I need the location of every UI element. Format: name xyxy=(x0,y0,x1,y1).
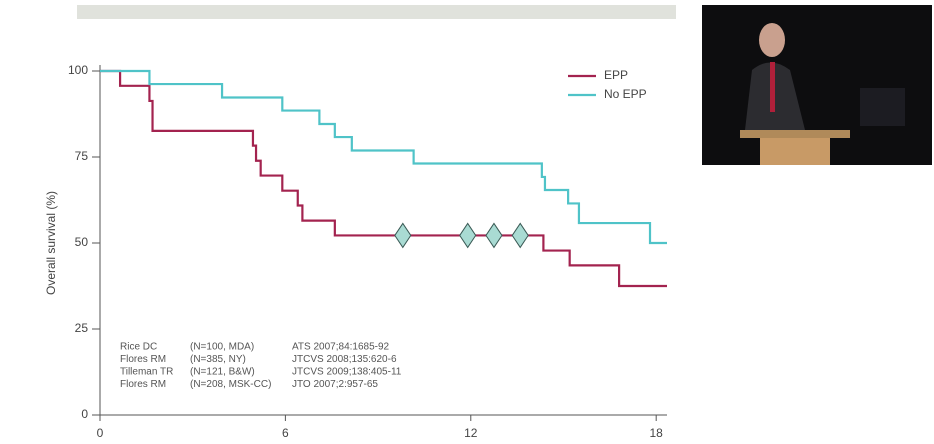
reference-text: (N=121, B&W) xyxy=(190,367,255,378)
y-tick-label: 0 xyxy=(81,407,88,421)
censor-mark xyxy=(394,222,412,249)
legend-label: EPP xyxy=(604,68,628,82)
y-tick-label: 100 xyxy=(68,63,88,77)
reference-text: (N=385, NY) xyxy=(190,354,246,365)
y-tick-label: 25 xyxy=(75,321,89,335)
y-tick-label: 50 xyxy=(75,235,89,249)
reference-text: Flores RM xyxy=(120,379,166,390)
x-tick-label: 12 xyxy=(464,426,478,440)
video-inset xyxy=(702,5,932,165)
reference-text: Rice DC xyxy=(120,342,157,353)
reference-text: ATS 2007;84:1685-92 xyxy=(292,342,390,353)
legend-label: No EPP xyxy=(604,87,647,101)
censor-mark xyxy=(485,222,503,249)
reference-text: JTCVS 2009;138:405-11 xyxy=(292,367,402,378)
survival-line xyxy=(100,69,667,245)
censor-mark xyxy=(511,222,529,249)
y-tick-label: 75 xyxy=(75,149,89,163)
x-tick-label: 6 xyxy=(282,426,289,440)
reference-text: (N=100, MDA) xyxy=(190,342,254,353)
x-tick-label: 18 xyxy=(650,426,664,440)
reference-text: Flores RM xyxy=(120,354,166,365)
x-tick-label: 0 xyxy=(97,426,104,440)
reference-text: JTCVS 2008;135:620-6 xyxy=(292,354,397,365)
reference-text: Tilleman TR xyxy=(120,367,173,378)
reference-text: JTO 2007;2:957-65 xyxy=(292,379,378,390)
survival-line xyxy=(100,69,667,288)
censor-mark xyxy=(459,222,477,249)
y-axis-label: Overall survival (%) xyxy=(44,191,58,295)
reference-text: (N=208, MSK-CC) xyxy=(190,379,271,390)
header-bar xyxy=(77,5,676,19)
